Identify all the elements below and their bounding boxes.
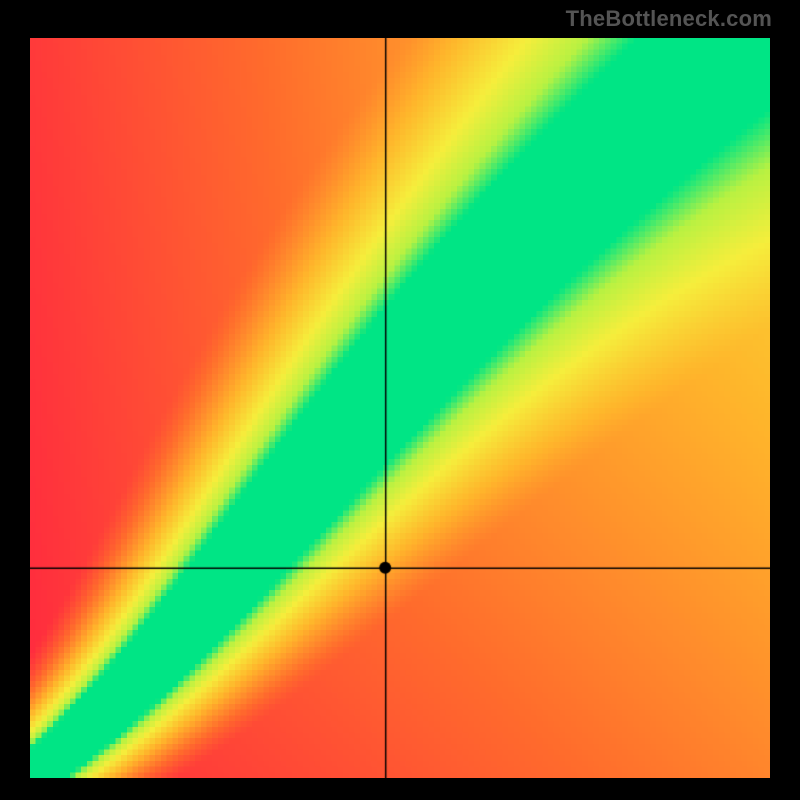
watermark-text: TheBottleneck.com bbox=[566, 6, 772, 32]
figure-container: TheBottleneck.com bbox=[0, 0, 800, 800]
plot-area bbox=[30, 38, 770, 778]
overlay-canvas bbox=[30, 38, 770, 778]
